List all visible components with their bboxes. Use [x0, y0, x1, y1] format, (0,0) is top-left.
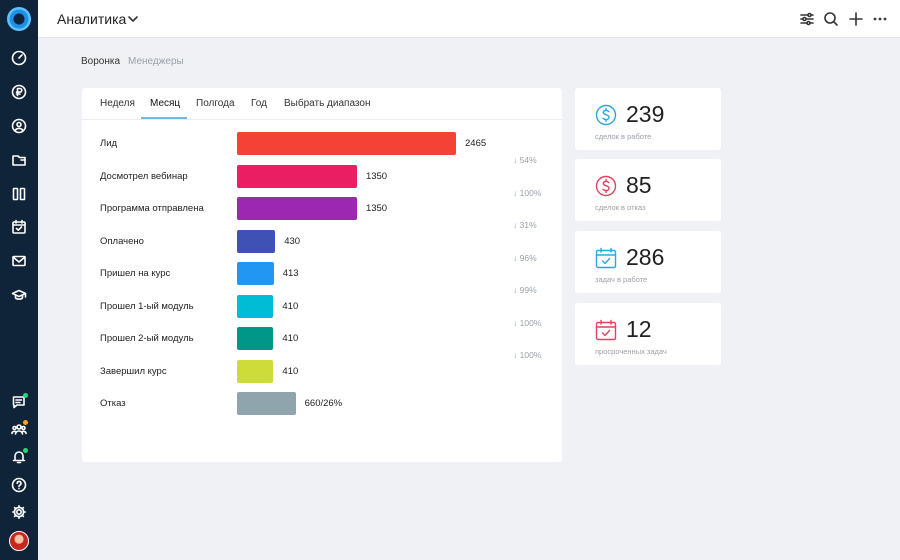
stat-card[interactable]: 286 задач в работе	[575, 231, 721, 293]
subtab-managers[interactable]: Менеджеры	[128, 56, 184, 67]
tab-custom-range[interactable]: Выбрать диапазон	[284, 98, 371, 109]
dollar-circle-icon	[595, 104, 617, 126]
chat-notification-dot	[23, 393, 28, 398]
filter-icon[interactable]	[799, 11, 815, 27]
more-icon[interactable]	[872, 11, 888, 27]
stat-label: сделок в работе	[595, 132, 652, 141]
funnel-stage-label: Отказ	[100, 398, 126, 409]
funnel-bar-value: 413	[282, 268, 299, 279]
page-title: Аналитика	[57, 11, 127, 27]
funnel-stage-label: Программа отправлена	[100, 203, 204, 214]
bell-notification-dot	[23, 448, 28, 453]
user-icon[interactable]	[9, 116, 29, 136]
stat-label: просроченных задач	[595, 347, 667, 356]
conversion-rate: ↓ 100%	[513, 317, 542, 328]
funnel-bar[interactable]	[237, 229, 276, 253]
calendar-check-icon[interactable]	[9, 217, 29, 237]
bell-icon[interactable]	[9, 447, 29, 467]
stat-value: 85	[626, 172, 652, 198]
conversion-rate: ↓ 100%	[513, 350, 542, 360]
funnel-stage-label: Оплачено	[100, 235, 144, 247]
avatar[interactable]	[9, 531, 29, 551]
conversion-rate: ↓ 96%	[513, 252, 537, 263]
funnel-bar-value: 2465	[465, 138, 487, 149]
chevron-down-icon[interactable]	[127, 12, 139, 24]
funnel-bar[interactable]	[237, 392, 296, 415]
conversion-rate: ↓ 100%	[513, 187, 542, 198]
stat-card[interactable]: 239 сделок в работе	[575, 88, 721, 150]
app-logo[interactable]	[7, 7, 31, 31]
stat-label: задач в работе	[595, 275, 648, 284]
funnel-bar[interactable]	[237, 327, 274, 350]
conversion-rate: ↓ 54%	[513, 155, 537, 165]
funnel-bar-value: 660/26%	[304, 398, 343, 409]
folder-icon[interactable]	[9, 150, 29, 170]
speedometer-icon[interactable]	[9, 48, 29, 68]
funnel-bar[interactable]	[237, 294, 274, 318]
funnel-bar-value: 1350	[365, 170, 388, 182]
team-notification-dot	[23, 420, 28, 425]
funnel-stage-label: Прошел 2-ый модуль	[100, 333, 194, 344]
funnel-stage-label: Прошел 1-ый модуль	[100, 300, 194, 312]
sidebar	[0, 0, 38, 560]
funnel-bar-value: 410	[282, 300, 299, 312]
ruble-icon[interactable]	[9, 82, 29, 102]
search-icon[interactable]	[823, 11, 839, 27]
gear-icon[interactable]	[9, 502, 29, 522]
top-bar: Аналитика	[38, 0, 900, 38]
funnel-card: Неделя Месяц Полгода Год Выбрать диапазо…	[82, 88, 562, 462]
calendar-check-icon	[595, 247, 617, 269]
funnel-stage-label: Досмотрел вебинар	[100, 170, 188, 182]
divider	[82, 119, 562, 120]
tab-week[interactable]: Неделя	[100, 98, 135, 109]
stat-value: 12	[626, 316, 652, 342]
conversion-rate: ↓ 99%	[513, 285, 537, 295]
dollar-circle-icon	[595, 175, 617, 197]
columns-icon[interactable]	[9, 184, 29, 204]
stat-value: 239	[626, 101, 665, 127]
funnel-bar-value: 430	[284, 235, 301, 247]
conversion-rate: ↓ 31%	[513, 220, 537, 230]
tab-half-year[interactable]: Полгода	[196, 98, 235, 109]
funnel-bar[interactable]	[237, 132, 456, 155]
tab-year[interactable]: Год	[251, 98, 267, 109]
funnel-bar[interactable]	[237, 262, 274, 285]
active-tab-indicator	[141, 117, 187, 119]
help-icon[interactable]	[9, 475, 29, 495]
stat-value: 286	[626, 244, 665, 270]
funnel-bar-value: 410	[282, 365, 299, 377]
funnel-stage-label: Завершил курс	[100, 365, 167, 377]
stat-card[interactable]: 12 просроченных задач	[575, 303, 721, 365]
funnel-stage-label: Пришел на курс	[100, 268, 171, 279]
tab-month[interactable]: Месяц	[150, 98, 181, 109]
stat-card[interactable]: 85 сделок в отказ	[575, 159, 721, 221]
funnel-bar[interactable]	[237, 359, 274, 383]
mail-icon[interactable]	[9, 251, 29, 271]
subtab-funnel[interactable]: Воронка	[81, 56, 121, 67]
funnel-stage-label: Лид	[100, 138, 118, 149]
funnel-bar-value: 410	[282, 333, 299, 344]
team-icon[interactable]	[9, 419, 29, 439]
plus-icon[interactable]	[848, 11, 864, 27]
funnel-bar[interactable]	[237, 164, 357, 188]
calendar-check-icon	[595, 319, 617, 341]
graduation-cap-icon[interactable]	[9, 285, 29, 305]
funnel-bar-value: 1350	[365, 203, 388, 214]
stat-label: сделок в отказ	[595, 203, 646, 212]
chat-icon[interactable]	[9, 392, 29, 412]
funnel-bar[interactable]	[237, 197, 357, 220]
